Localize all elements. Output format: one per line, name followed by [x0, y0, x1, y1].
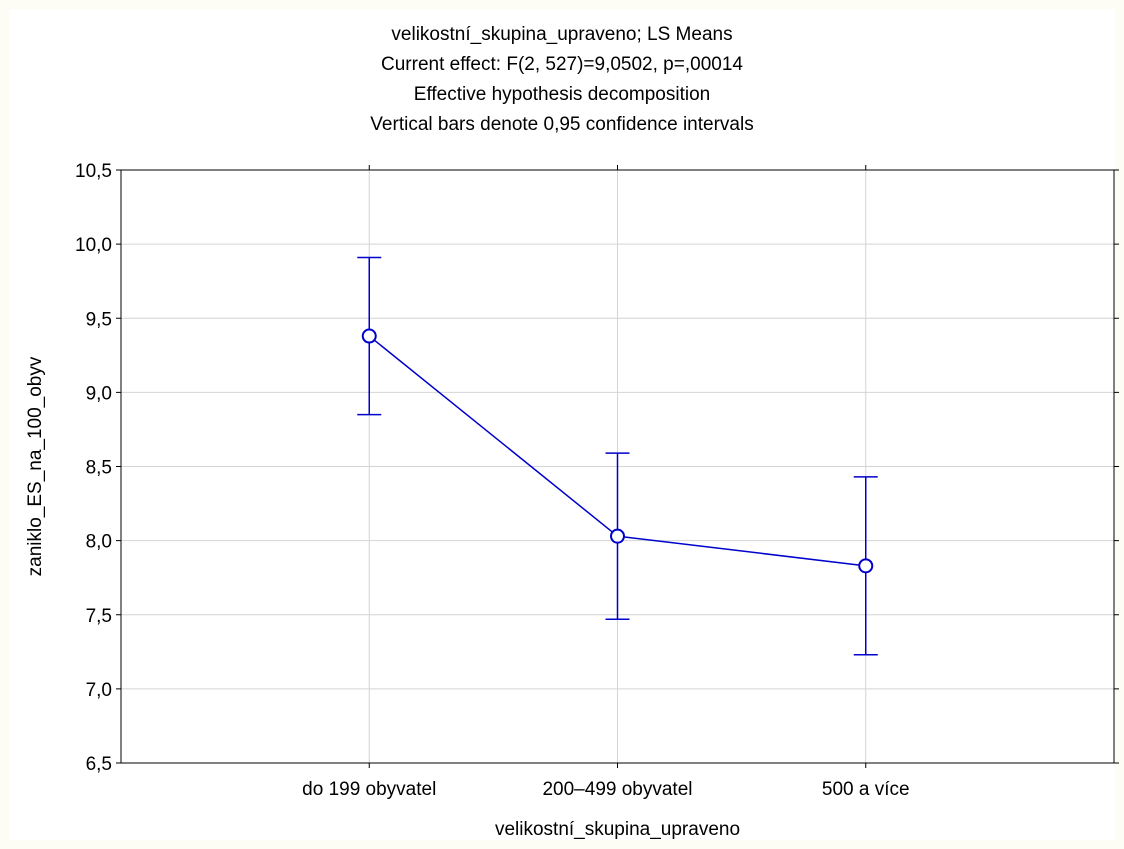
y-tick-label: 6,5	[86, 754, 112, 775]
title-line-2: Current effect: F(2, 527)=9,0502, p=,000…	[381, 54, 743, 75]
x-tick-label: 200–499 obyvatel	[542, 779, 692, 800]
data-point	[610, 528, 625, 544]
y-tick-label: 7,0	[86, 680, 112, 701]
series-group	[357, 256, 878, 656]
title-line-1: velikostní_skupina_upraveno; LS Means	[391, 24, 733, 45]
x-axis-ticks: do 199 obyvatel 200–499 obyvatel 500 a víc…	[302, 165, 910, 800]
x-tick-label: do 199 obyvatel	[302, 779, 436, 800]
y-axis-ticks: 6,5 7,0 7,5 8,0 8,5 9,0 9,5 10,0 10,5	[75, 161, 1119, 775]
data-point	[858, 558, 874, 574]
title-line-3: Effective hypothesis decomposition	[413, 84, 711, 105]
x-tick-label: 500 a více	[822, 779, 910, 800]
x-axis-label: velikostní_skupina_upraveno	[495, 819, 740, 840]
title-line-4: Vertical bars denote 0,95 confidence int…	[370, 114, 754, 135]
chart-frame	[9, 9, 1115, 840]
y-axis-label: zaniklo_ES_na_100_obyv	[25, 356, 46, 576]
y-tick-label: 9,5	[86, 309, 112, 330]
y-tick-label: 10,0	[75, 235, 112, 256]
chart-title: velikostní_skupina_upraveno; LS Means Cu…	[0, 20, 1124, 140]
data-point	[361, 328, 377, 344]
y-tick-label: 10,5	[75, 161, 112, 182]
y-tick-label: 9,0	[86, 383, 112, 404]
y-tick-label: 8,0	[86, 532, 112, 553]
y-tick-label: 8,5	[86, 458, 112, 479]
y-tick-label: 7,5	[86, 606, 112, 627]
